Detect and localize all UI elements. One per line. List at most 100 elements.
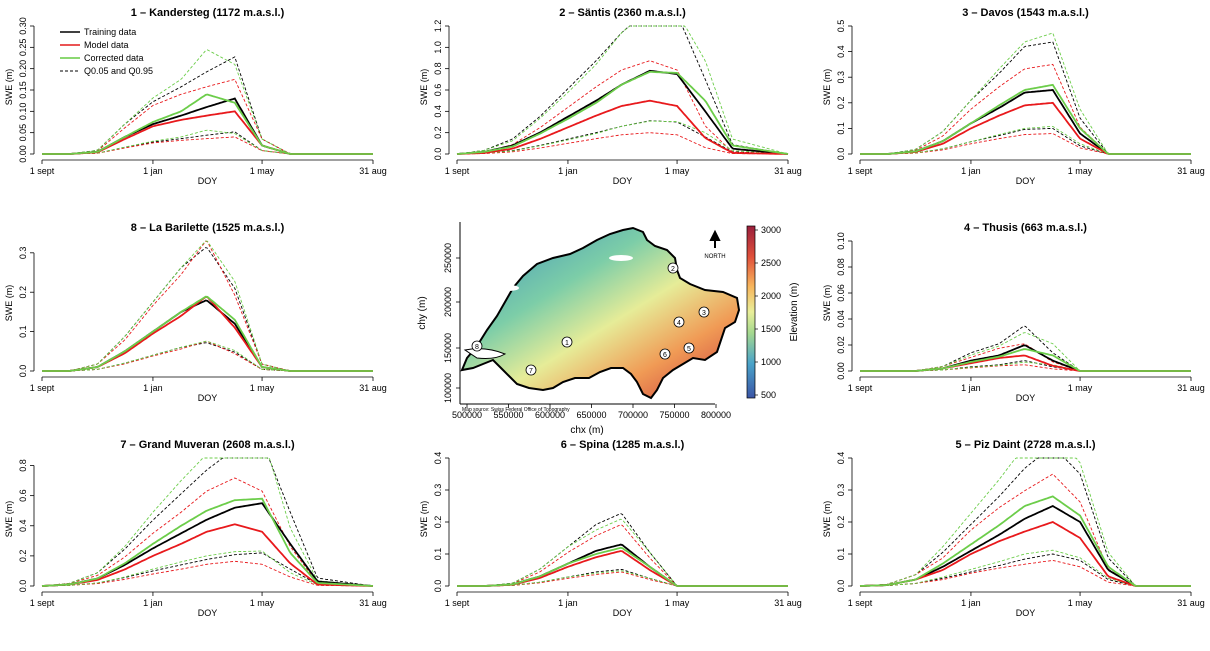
map-x-ticks: 500000 550000 600000 650000 700000 750000 8000…: [452, 404, 731, 420]
y-tick-label: 1.0: [433, 41, 443, 54]
x-tick-label: 1 may: [250, 166, 275, 176]
corrected-quantile-line: [456, 25, 789, 155]
map-x-tick-label: 700000: [618, 410, 648, 420]
map-x-label: chx (m): [570, 425, 603, 436]
training-quantile-line: [859, 457, 1191, 587]
x-tick-label: 31 aug: [774, 166, 802, 176]
chart-title: 1 – Kandersteg (1172 m.a.s.l.): [131, 7, 285, 19]
map-y-tick-label: 100000: [443, 373, 453, 403]
map-x-tick-label: 600000: [535, 410, 565, 420]
x-tick-label: 1 sept: [848, 598, 873, 608]
station-marker-label: 4: [677, 320, 681, 327]
y-tick-label: 0.2: [18, 550, 28, 563]
station-marker-1: [561, 336, 573, 348]
training-series-line: [42, 299, 373, 372]
elevation-colorbar: [746, 225, 756, 399]
model-quantile-line: [42, 78, 373, 155]
x-tick-label: 1 sept: [30, 383, 55, 393]
corrected-quantile-line: [860, 361, 1191, 372]
y-tick-label: 0.00: [836, 362, 846, 380]
y-tick-label: 0.0: [836, 580, 846, 593]
station-marker-label: 3: [702, 310, 706, 317]
corrected-quantile-line: [457, 570, 788, 587]
x-axis-label: DOY: [198, 393, 218, 403]
map-y-tick-label: 150000: [443, 333, 453, 363]
training-series-line: [42, 97, 373, 155]
station-marker-8: [471, 340, 483, 352]
training-quantile-line: [41, 457, 374, 587]
x-tick-label: 31 aug: [359, 598, 387, 608]
y-tick-label: 0.0: [433, 580, 443, 593]
training-quantile-line: [42, 131, 373, 155]
y-axis-label: SWE (m): [822, 285, 832, 322]
north-label: NORTH: [704, 254, 725, 260]
station-marker-label: 6: [663, 352, 667, 359]
model-quantile-line: [859, 473, 1191, 587]
model-quantile-line: [42, 340, 373, 372]
corrected-quantile-line: [860, 32, 1191, 155]
y-tick-label: 0.10: [836, 232, 846, 250]
chart-title: 8 – La Barilette (1525 m.a.s.l.): [131, 222, 285, 234]
x-tick-label: 31 aug: [774, 598, 802, 608]
x-tick-label: 1 sept: [445, 166, 470, 176]
y-tick-label: 0.6: [18, 489, 28, 502]
corrected-series-line: [42, 93, 373, 155]
y-tick-label: 0.2: [433, 126, 443, 139]
corrected-quantile-line: [42, 340, 373, 372]
x-tick-label: 31 aug: [1177, 383, 1205, 393]
x-tick-label: 1 jan: [143, 383, 163, 393]
training-quantile-line: [42, 247, 373, 372]
y-axis-label: SWE (m): [4, 69, 14, 106]
y-tick-label: 0.06: [836, 284, 846, 302]
training-series-line: [859, 504, 1191, 587]
station-marker-7: [525, 364, 537, 376]
chart-title: 7 – Grand Muveran (2608 m.a.s.l.): [120, 439, 295, 451]
colorbar-label: Elevation (m): [789, 283, 800, 342]
y-tick-label: 1.2: [433, 20, 443, 33]
x-tick-label: 1 jan: [143, 598, 163, 608]
y-tick-label: 0.0: [836, 148, 846, 161]
model-quantile-line: [42, 560, 373, 587]
model-quantile-line: [860, 343, 1191, 372]
legend-label: Training data: [84, 27, 136, 37]
y-tick-label: 0.15: [18, 81, 28, 99]
y-tick-label: 0.20: [18, 60, 28, 78]
chart-title: 5 – Piz Daint (2728 m.a.s.l.): [955, 439, 1095, 451]
chart-panel-2: 2 – Säntis (2360 m.a.s.l.) 0.0 0.2 0.4 0.6 0.…: [419, 7, 802, 186]
model-quantile-line: [41, 477, 374, 587]
x-axis-label: DOY: [613, 176, 633, 186]
y-tick-label: 0.0: [18, 580, 28, 593]
x-tick-label: 1 may: [1068, 598, 1093, 608]
y-tick-label: 0.2: [433, 516, 443, 529]
model-quantile-line: [860, 133, 1191, 155]
x-tick-label: 1 jan: [558, 166, 578, 176]
x-tick-label: 1 sept: [848, 166, 873, 176]
corrected-series-line: [456, 71, 789, 155]
y-tick-label: 0.2: [18, 286, 28, 299]
model-series-line: [456, 99, 788, 155]
y-axis-label: SWE (m): [4, 501, 14, 538]
map-y-ticks: 100000 150000 200000 250000: [443, 243, 460, 403]
map-x-tick-label: 650000: [576, 410, 606, 420]
model-quantile-line: [42, 240, 373, 372]
y-tick-label: 0.1: [836, 548, 846, 561]
lake-zurich: [609, 255, 633, 261]
station-marker-label: 7: [529, 368, 533, 375]
x-tick-label: 1 may: [250, 383, 275, 393]
corrected-quantile-line: [860, 549, 1191, 587]
y-tick-label: 0.4: [433, 105, 443, 118]
y-tick-label: 0.4: [836, 452, 846, 465]
model-series-line: [860, 101, 1191, 155]
corrected-quantile-line: [859, 457, 1191, 587]
switzerland-map: 500000 550000 600000 650000 700000 750000 8000…: [417, 222, 800, 436]
chart-panel-4: 8 – La Barilette (1525 m.a.s.l.) 0.0 0.1 0.…: [4, 222, 387, 403]
x-axis-label: DOY: [1016, 176, 1036, 186]
colorbar-tick-label: 1500: [761, 324, 781, 334]
y-tick-label: 0.8: [433, 62, 443, 75]
y-tick-label: 0.4: [836, 45, 846, 58]
model-quantile-line: [860, 63, 1191, 155]
x-axis-label: DOY: [198, 608, 218, 618]
chart-title: 3 – Davos (1543 m.a.s.l.): [962, 7, 1089, 19]
y-tick-label: 0.2: [836, 516, 846, 529]
x-tick-label: 1 jan: [558, 598, 578, 608]
